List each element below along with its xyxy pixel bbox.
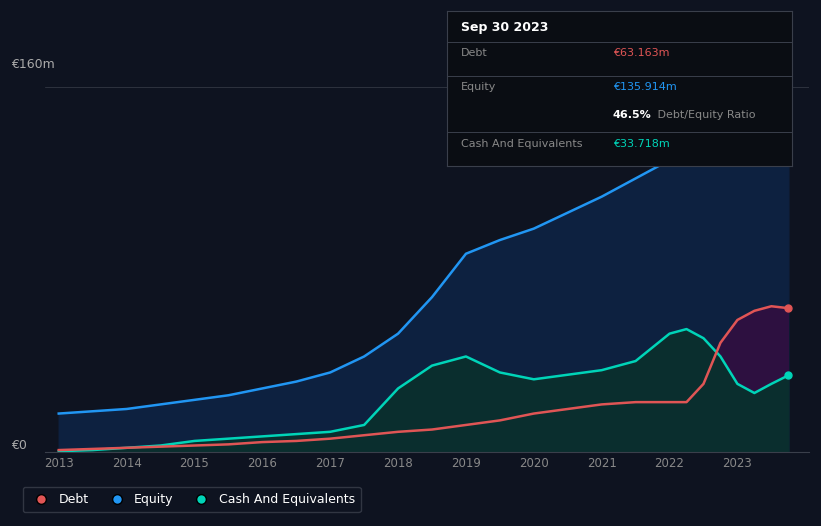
Text: €63.163m: €63.163m bbox=[613, 48, 669, 58]
Legend: Debt, Equity, Cash And Equivalents: Debt, Equity, Cash And Equivalents bbox=[23, 487, 361, 512]
Text: Cash And Equivalents: Cash And Equivalents bbox=[461, 139, 583, 149]
Text: €160m: €160m bbox=[11, 58, 54, 71]
Text: €0: €0 bbox=[11, 439, 26, 452]
Text: Debt/Equity Ratio: Debt/Equity Ratio bbox=[654, 110, 756, 120]
Text: €33.718m: €33.718m bbox=[613, 139, 670, 149]
Text: 46.5%: 46.5% bbox=[613, 110, 652, 120]
Text: Debt: Debt bbox=[461, 48, 488, 58]
Text: Sep 30 2023: Sep 30 2023 bbox=[461, 22, 548, 34]
Text: €135.914m: €135.914m bbox=[613, 82, 677, 92]
Text: Equity: Equity bbox=[461, 82, 497, 92]
